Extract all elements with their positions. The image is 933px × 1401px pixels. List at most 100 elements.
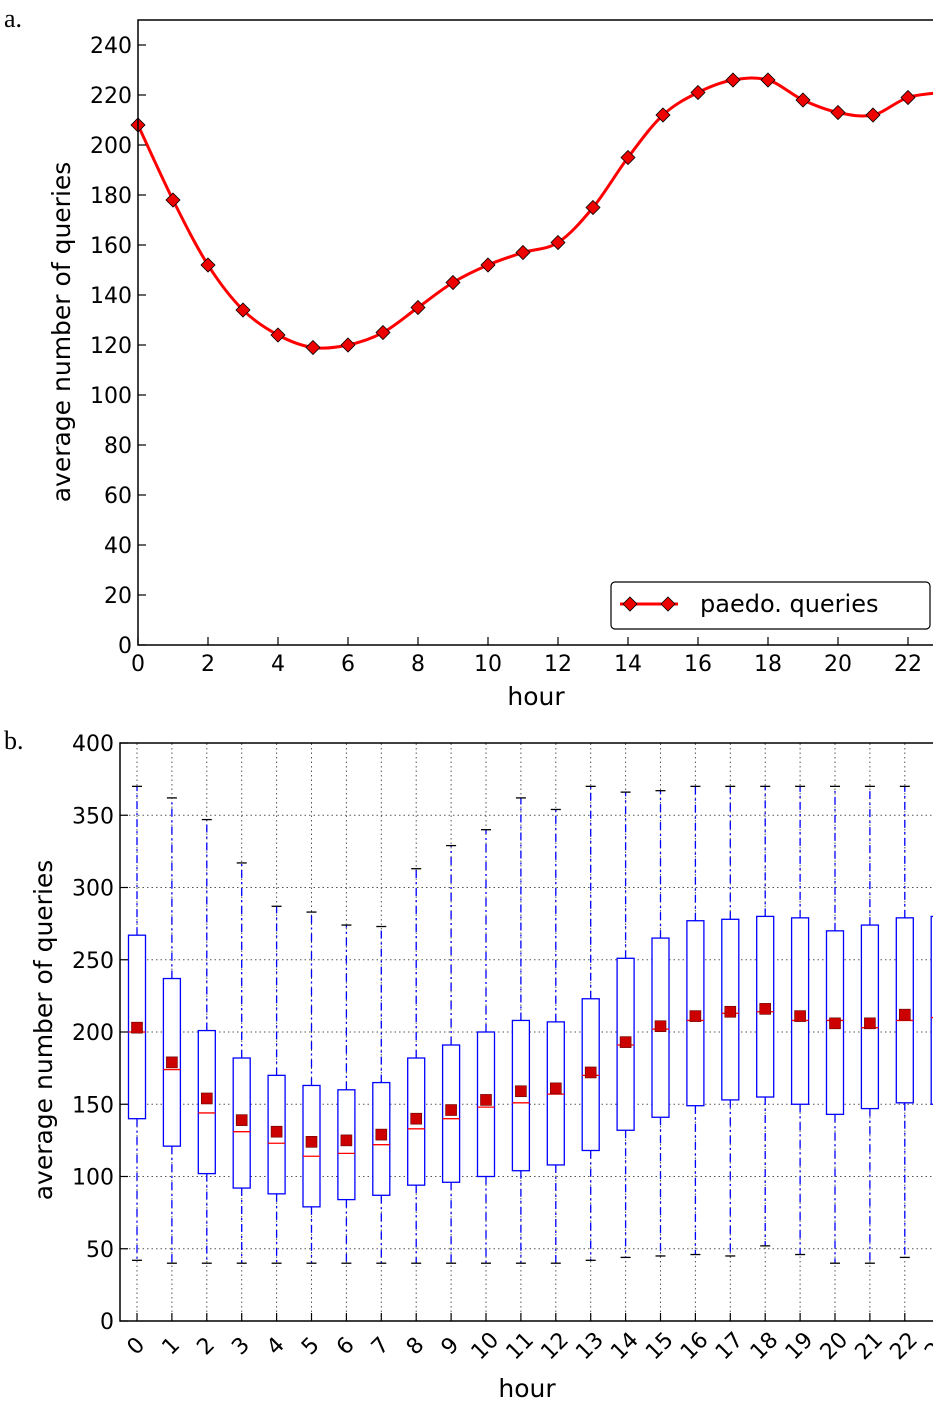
mean-marker [619,1036,632,1048]
data-point-marker [655,107,671,123]
y-tick-label: 40 [104,534,132,559]
mean-marker [724,1005,737,1018]
mean-marker [131,1021,143,1034]
data-point-marker [305,339,321,356]
panel-a-line-chart: 0 20 40 60 80 100 120 140 160 180 200 220 240 0 2 4 6 8 1… [47,19,933,711]
x-tick-label: 1 [158,1333,186,1361]
y-tick-label: 100 [90,384,132,409]
data-point-marker [165,192,181,208]
x-tick-label: 22 [894,652,922,677]
x-tick-label: 4 [262,1333,290,1361]
data-point-marker [410,299,426,316]
panel-b-y-ticks: 0 50 100 150 200 250 300 350 400 [72,732,128,1335]
x-tick-label: 7 [367,1333,395,1361]
mean-marker [515,1085,527,1098]
y-tick-label: 160 [90,234,132,259]
x-tick-label: 16 [676,1328,713,1365]
x-tick-label: 10 [474,652,502,677]
panel-a-plot-area [130,72,933,356]
y-tick-label: 350 [72,804,114,829]
panel-a-x-ticks: 0 2 4 6 8 10 12 14 16 18 20 22 [131,637,922,677]
x-tick-label: 17 [711,1328,748,1365]
panel-b-plot-area [127,785,933,1264]
data-point-marker [375,324,391,341]
x-tick-label: 20 [824,652,852,677]
y-tick-label: 200 [90,134,132,159]
panel-b-frame [119,742,933,1322]
data-point-marker [830,104,846,121]
data-point-marker [795,92,811,108]
y-tick-label: 0 [118,634,132,659]
x-tick-label: 3 [227,1333,255,1361]
data-point-marker [690,84,706,101]
x-tick-label: 16 [684,652,712,677]
panel-a-y-ticks: 0 20 40 60 80 100 120 140 160 180 200 220 240 [90,34,146,659]
data-point-marker [550,234,566,251]
y-tick-label: 150 [72,1093,114,1118]
data-point-marker [725,72,741,88]
panel-a-frame [137,19,933,646]
panel-b-label: b. [4,726,24,755]
mean-marker [305,1136,318,1148]
data-point-marker [270,327,286,343]
x-tick-label: 12 [544,652,572,677]
data-point-marker [900,89,916,106]
mean-marker [759,1003,772,1015]
y-tick-label: 180 [90,184,132,209]
x-tick-label: 18 [746,1328,783,1365]
mean-marker [375,1128,388,1141]
mean-marker [584,1066,597,1079]
x-tick-label: 14 [606,1328,643,1365]
x-tick-label: 14 [614,652,642,677]
mean-marker [689,1010,702,1022]
data-point-marker [235,302,251,318]
legend-diamond-marker-icon [622,596,638,612]
panel-a-label: a. [4,4,22,33]
mean-marker [201,1092,213,1105]
x-tick-label: 23 [920,1328,933,1365]
y-tick-label: 0 [100,1310,114,1335]
panel-a-y-axis-title: average number of queries [47,162,76,503]
x-tick-label: 8 [411,652,425,677]
y-tick-label: 250 [72,949,114,974]
x-tick-label: 11 [502,1328,539,1365]
y-tick-label: 400 [72,732,114,757]
data-point-marker [585,199,601,216]
data-point-marker [480,257,496,273]
y-tick-label: 140 [90,284,132,309]
panel-a-x-axis-title: hour [507,682,565,711]
mean-marker [480,1094,492,1106]
x-tick-label: 0 [123,1333,151,1361]
data-point-marker [865,107,881,123]
x-tick-label: 6 [341,652,355,677]
x-tick-label: 2 [201,652,215,677]
data-point-marker [515,244,531,261]
mean-marker [794,1010,806,1022]
x-tick-label: 0 [131,652,145,677]
x-tick-label: 6 [332,1333,360,1361]
y-tick-label: 50 [86,1238,114,1263]
mean-marker [829,1017,841,1030]
x-tick-label: 22 [885,1328,922,1365]
legend-box [610,581,931,630]
data-point-marker [760,72,776,88]
mean-marker [270,1125,283,1138]
x-tick-label: 19 [781,1328,818,1365]
x-tick-label: 21 [851,1328,888,1365]
x-tick-label: 18 [754,652,782,677]
mean-marker [340,1134,353,1147]
y-tick-label: 20 [104,584,132,609]
x-tick-label: 13 [571,1328,608,1365]
mean-marker [410,1112,423,1125]
y-tick-label: 220 [90,84,132,109]
mean-marker [549,1082,562,1095]
y-tick-label: 240 [90,34,132,59]
iqr-box [930,915,933,1105]
mean-marker [166,1056,178,1069]
y-tick-label: 80 [104,434,132,459]
series-line-paedo-queries [136,76,933,350]
x-tick-label: 2 [192,1333,220,1361]
x-tick-label: 9 [437,1333,465,1361]
y-tick-label: 100 [72,1166,114,1191]
